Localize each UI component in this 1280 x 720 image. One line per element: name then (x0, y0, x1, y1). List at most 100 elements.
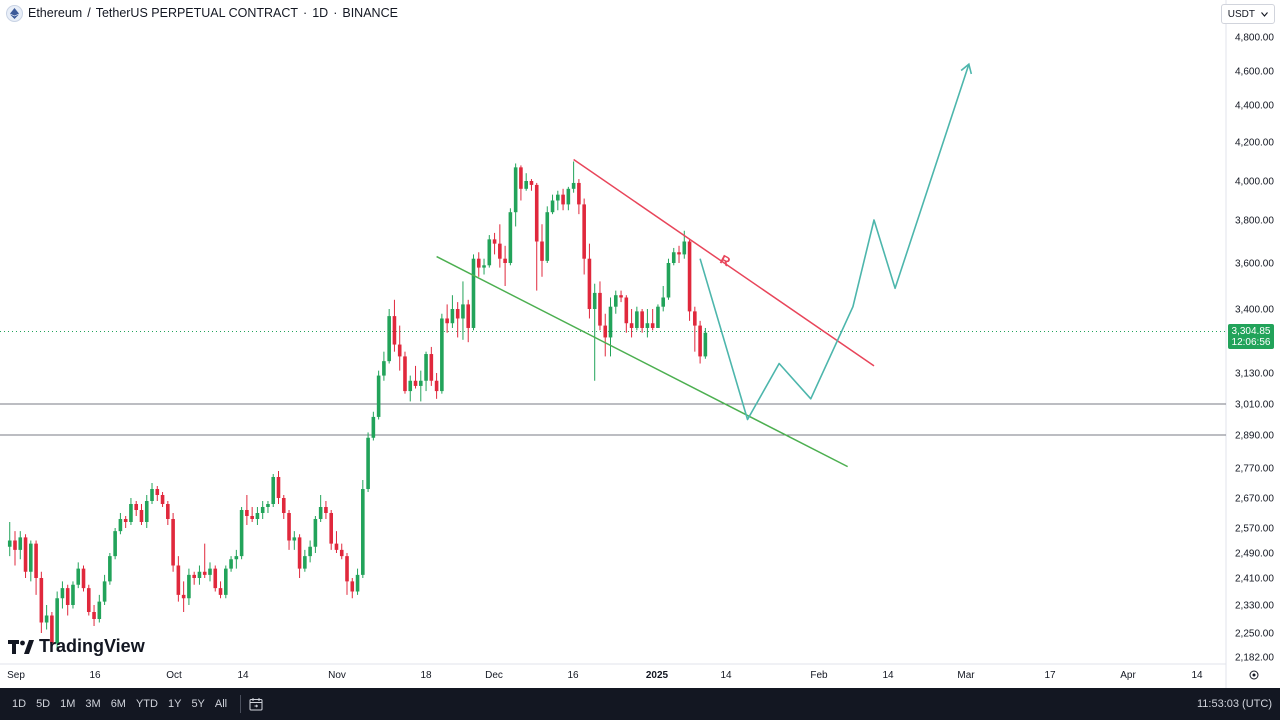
calendar-icon[interactable] (249, 697, 263, 711)
price-axis-label: 3,010.00 (1235, 400, 1274, 411)
candle-body (218, 588, 223, 595)
time-axis-label: 14 (882, 670, 894, 681)
bar-countdown: 12:06:56 (1231, 336, 1271, 348)
range-5d[interactable]: 5D (36, 698, 51, 710)
candle-body (266, 504, 270, 507)
candle-body (245, 510, 249, 516)
price-axis-label: 4,200.00 (1235, 138, 1274, 149)
candle-body (382, 361, 386, 376)
time-axis-label: Apr (1120, 670, 1136, 681)
candle-body (577, 182, 581, 205)
candle-body (303, 556, 307, 569)
chart-header: Ethereum / TetherUS PERPETUAL CONTRACT ·… (6, 4, 398, 22)
time-axis-label: 14 (237, 670, 249, 681)
candle-body (376, 375, 381, 417)
candle-body (155, 489, 160, 495)
candle-body (476, 258, 481, 268)
price-axis-label: 4,000.00 (1235, 177, 1274, 188)
candle-body (403, 356, 407, 392)
candle-body (619, 295, 623, 298)
range-1d[interactable]: 1D (12, 698, 27, 710)
symbol-slash: / (87, 6, 91, 20)
settings-gear-center-icon (1252, 673, 1256, 677)
candle-body (55, 598, 59, 644)
candle-body (556, 194, 560, 201)
candle-body (413, 380, 418, 386)
candle-body (239, 510, 244, 557)
candle-body (108, 556, 112, 582)
time-axis-label: Nov (328, 670, 346, 681)
candle-body (44, 615, 49, 623)
candle-body (34, 543, 38, 578)
candle-body (208, 568, 212, 575)
candle-body (329, 513, 333, 544)
price-axis-label: 3,130.00 (1235, 369, 1274, 380)
price-axis-label: 2,330.00 (1235, 601, 1274, 612)
candle-body (656, 306, 660, 328)
candle-body (181, 594, 186, 599)
candle-body (635, 311, 639, 328)
candle-body (350, 581, 355, 592)
current-price-tag: 3,304.85 12:06:56 (1228, 324, 1274, 349)
candle-body (671, 252, 676, 263)
candle-body (118, 519, 123, 532)
candle-body (461, 304, 465, 319)
range-5y[interactable]: 5Y (191, 698, 205, 710)
candle-body (529, 181, 534, 185)
interval-label[interactable]: 1D (312, 6, 329, 20)
price-axis-label: 4,600.00 (1235, 67, 1274, 78)
candle-body (50, 615, 54, 644)
candle-body (418, 380, 423, 386)
range-1m[interactable]: 1M (60, 698, 76, 710)
candle-body (86, 588, 91, 612)
candle-body (255, 513, 260, 519)
candle-body (97, 601, 102, 619)
candle-body (250, 516, 254, 519)
candle-body (92, 612, 96, 619)
settings-gear-icon[interactable] (1249, 670, 1259, 680)
candle-body (693, 311, 697, 326)
range-3m[interactable]: 3M (85, 698, 101, 710)
candle-body (592, 292, 597, 309)
candle-body (297, 537, 302, 569)
exchange-label: BINANCE (342, 6, 398, 20)
time-axis-label: 16 (567, 670, 579, 681)
candle-body (629, 323, 634, 328)
currency-button[interactable]: USDT (1220, 4, 1275, 24)
projection-path (699, 63, 970, 421)
chevron-down-icon (1261, 11, 1268, 17)
pair-description: TetherUS PERPETUAL CONTRACT (95, 6, 299, 20)
range-all[interactable]: All (214, 698, 228, 710)
candle-body (455, 309, 460, 319)
candle-body (424, 354, 428, 381)
range-1y[interactable]: 1Y (167, 698, 182, 710)
price-axis-label: 3,400.00 (1235, 305, 1274, 316)
price-axis-label: 4,800.00 (1235, 33, 1274, 44)
tradingview-logo-icon (8, 639, 34, 654)
price-axis-label: 2,410.00 (1235, 574, 1274, 585)
candle-body (150, 489, 154, 501)
price-axis-label: 4,400.00 (1235, 101, 1274, 112)
range-ytd[interactable]: YTD (135, 698, 158, 710)
range-6m[interactable]: 6M (110, 698, 126, 710)
candle-body (197, 571, 202, 578)
candle-body (313, 519, 318, 547)
price-chart[interactable]: R4,800.004,600.004,400.004,200.004,000.0… (0, 0, 1280, 688)
candle-body (292, 537, 297, 541)
utc-clock[interactable]: 11:53:03 (UTC) (1197, 698, 1272, 710)
time-axis-label: 2025 (646, 670, 669, 681)
time-axis-label: Oct (166, 670, 182, 681)
symbol-name[interactable]: Ethereum (28, 6, 83, 20)
candle-body (76, 568, 81, 585)
header-separator-2: · (333, 6, 338, 20)
price-axis-label: 2,570.00 (1235, 524, 1274, 535)
candle-body (429, 354, 434, 381)
candle-body (139, 510, 144, 522)
candle-body (171, 519, 175, 566)
candle-body (698, 325, 702, 357)
candle-body (703, 332, 708, 357)
candle-body (682, 241, 687, 255)
support-trendline (436, 255, 849, 468)
candle-body (361, 489, 365, 575)
candle-body (492, 239, 497, 244)
